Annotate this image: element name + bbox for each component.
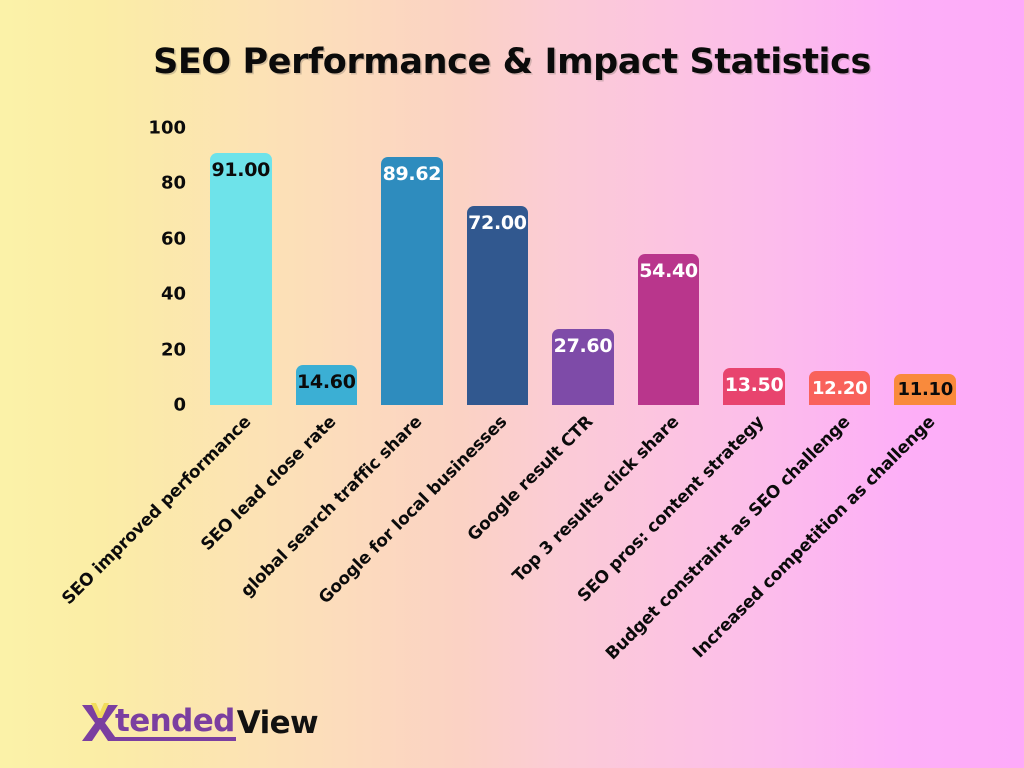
bar[interactable]: 27.60 [552,328,614,405]
bar-value-label: 12.20 [811,377,868,399]
bar[interactable]: 13.50 [723,367,785,405]
logo-text-view: View [236,704,319,741]
bar[interactable]: 11.10 [894,374,957,405]
y-axis-tick-label: 80 [160,172,186,194]
bar-value-label: 27.60 [553,334,613,357]
bar[interactable]: 14.60 [295,364,358,405]
brand-logo: tended View [80,700,319,746]
bar[interactable]: 12.20 [808,371,871,405]
y-axis-tick-label: 40 [160,283,186,305]
bar-value-label: 72.00 [468,211,527,234]
plot-area: 0 20 40 60 80 100 91.00 14.60 89.62 72.00 27.60 54.… [148,118,968,416]
bar-value-label: 54.40 [639,260,698,283]
page-title: SEO Performance & Impact Statistics [153,42,871,82]
logo-text-tended: tended [115,705,236,742]
y-axis-tick-label: 0 [173,394,186,416]
bar-value-label: 91.00 [211,158,271,181]
y-axis-tick-label: 60 [160,228,186,250]
x-logo-icon [80,701,120,745]
bar-value-label: 13.50 [724,373,784,396]
y-axis-tick-label: 20 [160,339,186,361]
y-axis-tick-label: 100 [148,117,186,139]
bar-value-label: 11.10 [897,379,954,401]
bar[interactable]: 91.00 [209,152,272,405]
bar-value-label: 89.62 [382,162,442,185]
bar[interactable]: 54.40 [637,254,700,405]
bar-value-label: 14.60 [297,370,356,393]
bar[interactable]: 89.62 [381,156,443,405]
bar[interactable]: 72.00 [466,205,529,405]
